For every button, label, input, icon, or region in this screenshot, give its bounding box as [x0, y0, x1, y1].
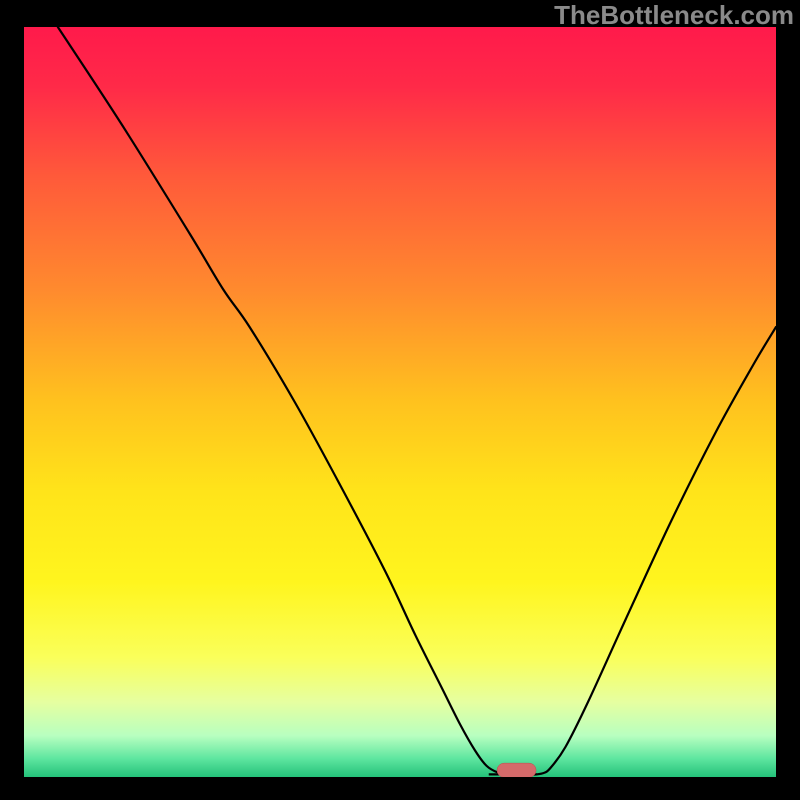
plot-area [24, 27, 776, 777]
chart-frame: TheBottleneck.com [0, 0, 800, 800]
chart-svg [24, 27, 776, 777]
optimal-marker [497, 763, 536, 777]
watermark-text: TheBottleneck.com [554, 0, 794, 31]
gradient-background [24, 27, 776, 777]
